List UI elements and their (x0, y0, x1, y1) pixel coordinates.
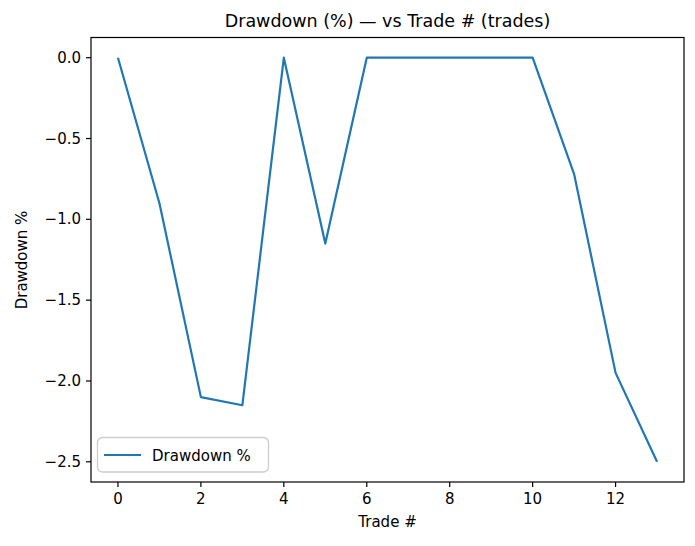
chart-title: Drawdown (%) — vs Trade # (trades) (225, 11, 551, 31)
y-tick-label: −0.5 (45, 130, 81, 148)
drawdown-chart-figure: Drawdown (%) — vs Trade # (trades) 0 2 4 6 8… (0, 0, 695, 546)
y-tick-label: −2.5 (45, 453, 81, 471)
y-axis-label: Drawdown % (13, 211, 31, 310)
x-tick-label: 2 (196, 490, 206, 508)
x-tick-label: 12 (606, 490, 625, 508)
x-axis-label: Trade # (357, 513, 416, 531)
drawdown-line (118, 58, 657, 462)
legend: Drawdown % (98, 438, 269, 473)
x-axis-ticks: 0 2 4 6 8 10 12 (113, 482, 625, 508)
y-tick-label: −1.5 (45, 291, 81, 309)
x-tick-label: 10 (523, 490, 542, 508)
x-tick-label: 8 (445, 490, 455, 508)
plot-area (91, 38, 684, 483)
y-tick-label: −2.0 (45, 372, 81, 390)
chart-canvas: Drawdown (%) — vs Trade # (trades) 0 2 4 6 8… (0, 0, 695, 546)
y-tick-label: 0.0 (57, 49, 81, 67)
y-axis-ticks: 0.0 −0.5 −1.0 −1.5 −2.0 −2.5 (45, 49, 91, 471)
x-tick-label: 4 (279, 490, 289, 508)
y-tick-label: −1.0 (45, 210, 81, 228)
x-tick-label: 6 (362, 490, 372, 508)
x-tick-label: 0 (113, 490, 123, 508)
legend-label: Drawdown % (152, 447, 251, 465)
